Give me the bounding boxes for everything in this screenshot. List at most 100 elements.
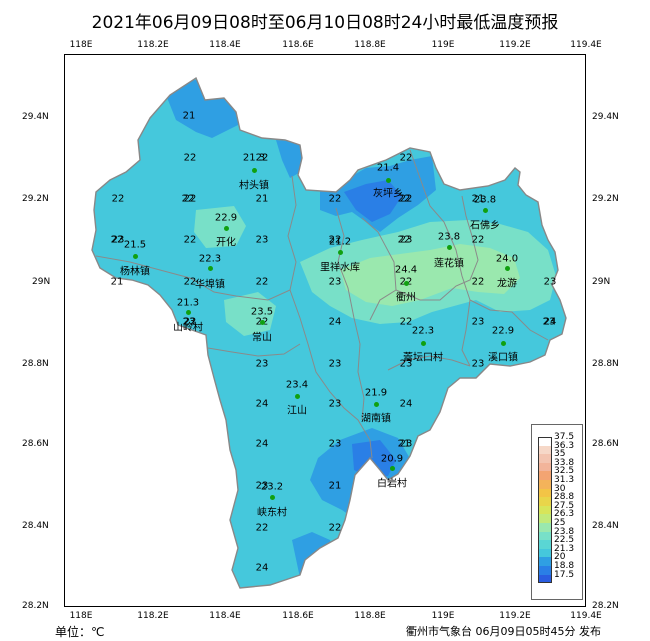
grid-temp-value: 23 <box>255 358 269 370</box>
station-dot <box>251 167 257 173</box>
map-title: 2021年06月09日08时至06月10日08时24小时最低温度预报 <box>91 13 559 33</box>
grid-temp-value: 23 <box>542 316 556 328</box>
grid-temp-value: 23 <box>255 480 269 492</box>
grid-temp-value: 24 <box>328 316 342 328</box>
lat-tick-right: 28.6N <box>592 439 619 449</box>
station-value: 24.4 <box>394 264 418 276</box>
grid-temp-value: 23 <box>399 234 413 246</box>
lon-tick-top: 119.4E <box>570 40 602 50</box>
legend-label: 23.8 <box>554 526 575 537</box>
grid-temp-value: 23 <box>328 358 342 370</box>
lat-tick-left: 28.4N <box>22 521 49 531</box>
station-name: 山岭村 <box>173 322 203 334</box>
grid-temp-value: 22 <box>255 522 269 534</box>
station-value: 21.5 <box>123 239 147 251</box>
grid-temp-value: 24 <box>255 562 269 574</box>
legend-swatch <box>538 514 552 523</box>
lat-tick-right: 29.4N <box>592 112 619 122</box>
lat-tick-left: 28.2N <box>22 601 49 611</box>
legend-label: 35 <box>554 449 566 460</box>
station-dot <box>337 249 343 255</box>
station-name: 江山 <box>287 405 307 417</box>
unit-label: 单位：℃ <box>55 625 105 639</box>
station-value: 22.9 <box>491 325 515 337</box>
legend-label: 18.8 <box>554 561 575 571</box>
legend-label: 21.3 <box>554 543 575 554</box>
shade-warm-changshan <box>224 292 276 336</box>
grid-temp-value: 22 <box>110 234 124 246</box>
grid-temp-value: 23 <box>399 358 413 370</box>
lat-tick-right: 28.2N <box>592 601 619 611</box>
legend-label: 20 <box>554 552 566 563</box>
legend-label: 32.5 <box>554 466 575 477</box>
grid-temp-value: 23 <box>471 316 485 328</box>
lon-tick-bottom: 119.4E <box>570 611 602 621</box>
grid-temp-value: 22 <box>111 193 125 205</box>
lon-tick-bottom: 119E <box>431 611 455 621</box>
station-value: 22.9 <box>214 212 238 224</box>
station-dot <box>132 253 138 259</box>
station-dot <box>403 280 409 286</box>
lon-tick-bottom: 118.6E <box>282 611 314 621</box>
station-value: 21.3 <box>242 152 266 164</box>
station-dot <box>500 340 506 346</box>
lat-tick-left: 29N <box>32 277 51 287</box>
shade-warmer-core <box>340 244 520 306</box>
station-name: 华埠镇 <box>195 279 225 291</box>
legend-swatch <box>538 523 552 532</box>
grid-temp-value: 24 <box>399 398 413 410</box>
lon-tick-top: 118.2E <box>137 40 169 50</box>
station-value: 20.9 <box>380 453 404 465</box>
grid-temp-value: 22 <box>471 276 485 288</box>
legend-label: 28.8 <box>554 492 575 503</box>
grid-temp-value: 24 <box>255 438 269 450</box>
lon-tick-top: 118E <box>69 40 93 50</box>
county-border <box>361 217 397 321</box>
legend-label: 25 <box>554 518 566 528</box>
grid-temp-value: 22 <box>399 152 413 164</box>
grid-temp-value: 21 <box>328 480 342 492</box>
grid-temp-value: 23 <box>328 398 342 410</box>
grid-temp-value: 21 <box>182 110 196 122</box>
legend-label: 17.5 <box>554 569 575 580</box>
lon-tick-top: 118.8E <box>354 40 386 50</box>
grid-temp-value: 22 <box>255 152 269 164</box>
legend-swatch <box>538 497 552 506</box>
grid-temp-value: 23 <box>328 276 342 288</box>
station-name: 石佛乡 <box>470 220 500 232</box>
grid-temp-value: 22 <box>255 276 269 288</box>
grid-temp-value: 23 <box>111 234 125 246</box>
legend-swatch <box>538 531 552 541</box>
lat-tick-left: 29.4N <box>22 112 49 122</box>
station-name: 衢州 <box>396 292 416 304</box>
county-border <box>335 207 365 421</box>
legend-label: 22.5 <box>554 535 575 546</box>
station-value: 23.2 <box>260 481 284 493</box>
legend-swatch <box>538 454 552 463</box>
station-name: 龙游 <box>497 278 517 290</box>
station-name: 常山 <box>252 332 272 344</box>
grid-temp-value: 21 <box>255 193 269 205</box>
lon-tick-top: 118.6E <box>282 40 314 50</box>
lon-tick-bottom: 118E <box>69 611 93 621</box>
legend-swatch <box>538 505 552 515</box>
station-dot <box>294 393 300 399</box>
station-dot <box>259 319 265 325</box>
grid-temp-value: 22 <box>328 522 342 534</box>
station-dot <box>420 340 426 346</box>
legend-label: 33.8 <box>554 457 575 468</box>
station-name: 杨林镇 <box>120 266 150 278</box>
grid-temp-value: 22 <box>183 276 197 288</box>
legend-label: 36.3 <box>554 440 575 451</box>
station-dot <box>373 401 379 407</box>
station-value: 24.0 <box>495 253 519 265</box>
grid-temp-value: 21 <box>397 438 411 450</box>
grid-temp-value: 22 <box>183 316 197 328</box>
grid-temp-value: 23 <box>471 358 485 370</box>
legend-swatch <box>538 445 552 455</box>
grid-temp-value: 21 <box>110 276 124 288</box>
station-dot <box>389 465 395 471</box>
county-border <box>287 175 373 459</box>
legend-swatch <box>538 574 552 584</box>
legend-swatch <box>538 557 552 566</box>
